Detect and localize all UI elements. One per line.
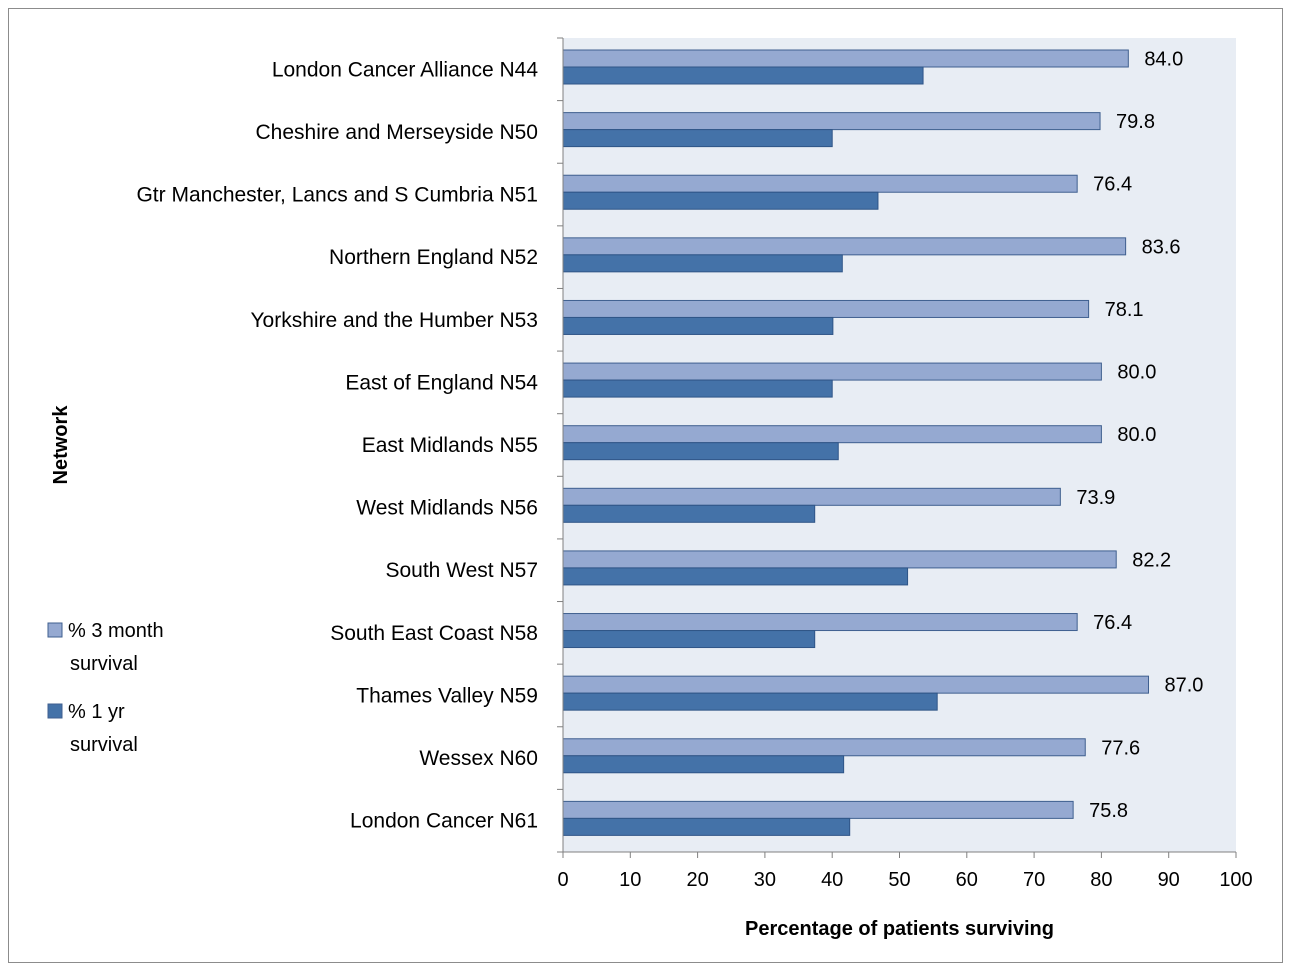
data-label: 75.8 [1089, 800, 1128, 822]
category-label: London Cancer Alliance N44 [272, 58, 539, 81]
legend-label: survival [70, 653, 138, 675]
x-tick-label: 70 [1023, 869, 1045, 891]
bar-3-month [562, 174, 1078, 193]
bar-1-yr [562, 379, 833, 398]
x-tick-label: 50 [888, 869, 910, 891]
x-axis-title: Percentage of patients surviving [745, 918, 1054, 940]
category-label: Gtr Manchester, Lancs and S Cumbria N51 [136, 184, 538, 207]
legend-label: survival [70, 734, 138, 756]
category-label: Yorkshire and the Humber N53 [250, 309, 538, 332]
bar-1-yr [562, 442, 839, 461]
legend-label: % 1 yr [68, 701, 125, 723]
x-tick-label: 20 [686, 869, 708, 891]
bar-3-month [562, 800, 1074, 819]
data-label: 79.8 [1116, 111, 1155, 133]
bar-1-yr [562, 817, 851, 836]
bar-1-yr [562, 630, 816, 649]
category-label: East Midlands N55 [362, 434, 538, 457]
category-label: Cheshire and Merseyside N50 [256, 121, 538, 144]
x-tick-label: 30 [754, 869, 776, 891]
x-tick-label: 60 [956, 869, 978, 891]
x-tick-label: 80 [1090, 869, 1112, 891]
bar-1-yr [562, 66, 924, 85]
bar-1-yr [562, 692, 938, 711]
category-label: East of England N54 [345, 371, 538, 394]
bar-3-month [562, 362, 1102, 381]
category-label: Thames Valley N59 [356, 684, 538, 707]
data-label: 73.9 [1076, 487, 1115, 509]
x-tick-label: 100 [1219, 869, 1252, 891]
data-label: 83.6 [1142, 236, 1181, 258]
legend-swatch [47, 703, 63, 719]
bar-1-yr [562, 567, 909, 586]
x-tick-label: 40 [821, 869, 843, 891]
category-label: South East Coast N58 [330, 622, 538, 645]
bar-1-yr [562, 755, 845, 774]
data-label: 87.0 [1165, 675, 1204, 697]
legend-label: % 3 month [68, 620, 164, 642]
category-label: London Cancer N61 [350, 810, 538, 833]
data-label: 76.4 [1093, 612, 1132, 634]
bar-3-month [562, 112, 1101, 131]
bar-3-month [562, 487, 1061, 506]
bar-3-month [562, 675, 1150, 694]
category-label: Wessex N60 [419, 747, 538, 770]
bar-3-month [562, 738, 1086, 757]
category-label: West Midlands N56 [356, 497, 538, 520]
bar-3-month [562, 49, 1129, 68]
data-label: 82.2 [1132, 549, 1171, 571]
data-label: 78.1 [1105, 299, 1144, 321]
bar-3-month [562, 237, 1127, 256]
data-label: 77.6 [1101, 737, 1140, 759]
bar-1-yr [562, 254, 843, 273]
data-label: 80.0 [1117, 424, 1156, 446]
category-label: Northern England N52 [329, 246, 538, 269]
data-label: 80.0 [1117, 362, 1156, 384]
data-label: 76.4 [1093, 174, 1132, 196]
x-tick-label: 10 [619, 869, 641, 891]
data-label: 84.0 [1144, 49, 1183, 71]
category-label: South West N57 [385, 559, 538, 582]
bar-1-yr [562, 191, 879, 210]
bar-1-yr [562, 504, 816, 523]
x-tick-label: 0 [557, 869, 568, 891]
bar-1-yr [562, 316, 834, 335]
bar-1-yr [562, 129, 833, 148]
x-tick-label: 90 [1158, 869, 1180, 891]
y-axis-title: Network [50, 405, 72, 485]
bar-3-month [562, 425, 1102, 444]
bar-3-month [562, 299, 1090, 318]
bar-3-month [562, 550, 1117, 569]
bar-3-month [562, 613, 1078, 632]
legend-swatch [47, 622, 63, 638]
